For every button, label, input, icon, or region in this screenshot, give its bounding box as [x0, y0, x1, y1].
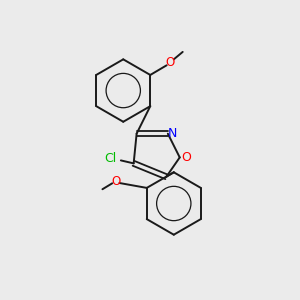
Text: O: O: [181, 151, 191, 164]
Text: N: N: [167, 127, 177, 140]
Text: O: O: [166, 56, 175, 69]
Text: O: O: [111, 175, 120, 188]
Text: Cl: Cl: [105, 152, 117, 164]
